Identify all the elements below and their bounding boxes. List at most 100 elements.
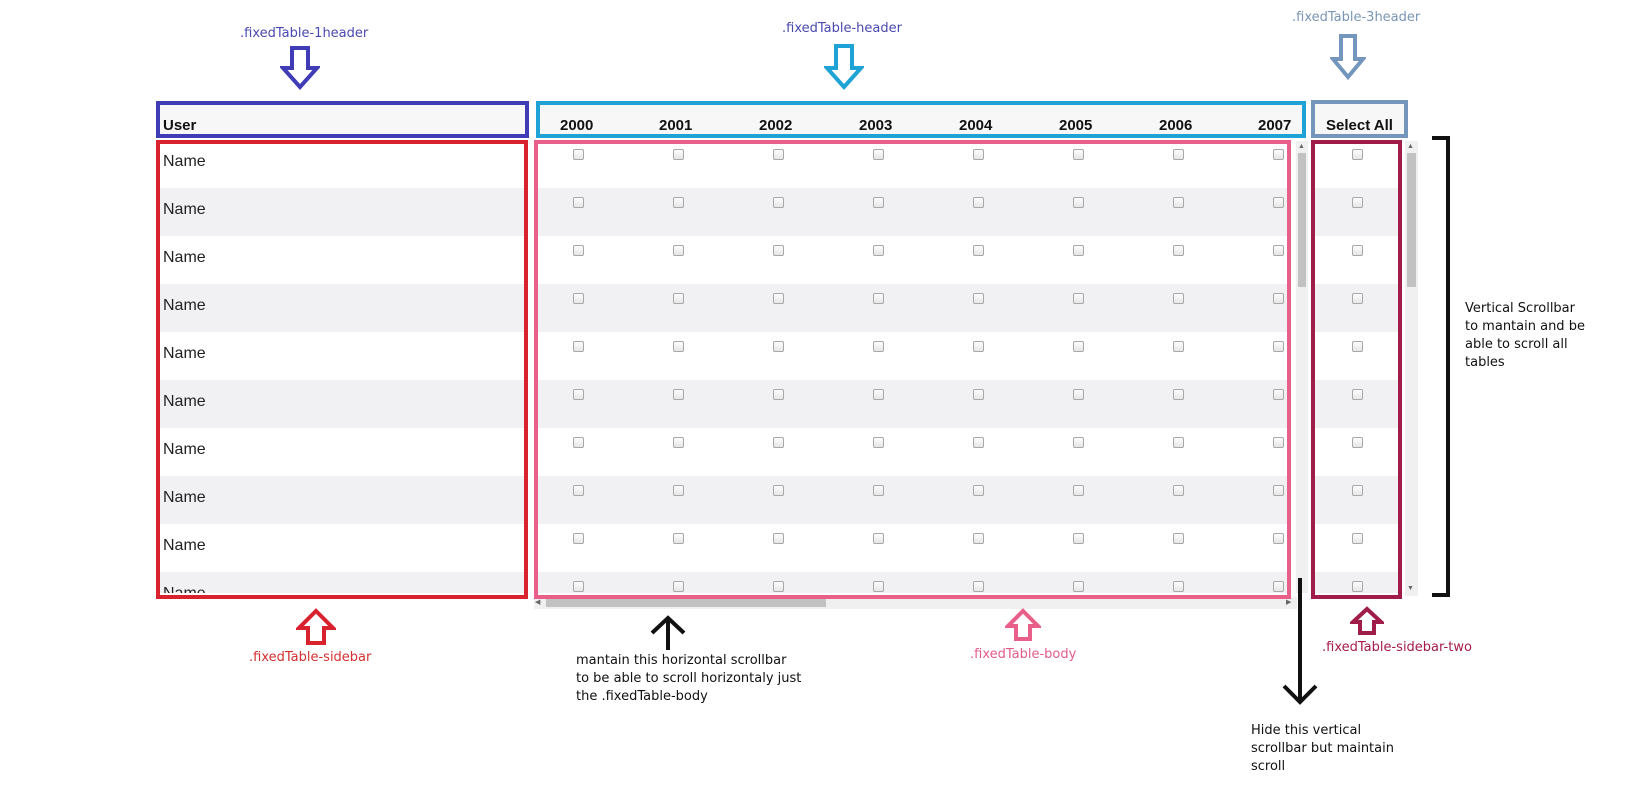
year-checkbox-2001[interactable] bbox=[673, 389, 684, 400]
year-checkbox-2002[interactable] bbox=[773, 485, 784, 496]
year-checkbox-2005[interactable] bbox=[1073, 245, 1084, 256]
select-all-header[interactable]: Select All bbox=[1326, 117, 1393, 134]
year-checkbox-2006[interactable] bbox=[1173, 389, 1184, 400]
year-checkbox-2005[interactable] bbox=[1073, 149, 1084, 160]
select-all-checkbox[interactable] bbox=[1352, 533, 1363, 544]
year-checkbox-2001[interactable] bbox=[673, 149, 684, 160]
year-checkbox-2000[interactable] bbox=[573, 533, 584, 544]
year-checkbox-2000[interactable] bbox=[573, 485, 584, 496]
year-checkbox-2007[interactable] bbox=[1273, 197, 1284, 208]
year-checkbox-2002[interactable] bbox=[773, 533, 784, 544]
year-checkbox-2000[interactable] bbox=[573, 581, 584, 592]
year-header-2006[interactable]: 2006 bbox=[1159, 117, 1193, 134]
year-header-2000[interactable]: 2000 bbox=[560, 117, 594, 134]
year-checkbox-2007[interactable] bbox=[1273, 533, 1284, 544]
year-checkbox-2005[interactable] bbox=[1073, 293, 1084, 304]
year-checkbox-2005[interactable] bbox=[1073, 341, 1084, 352]
year-checkbox-2002[interactable] bbox=[773, 245, 784, 256]
select-all-checkbox[interactable] bbox=[1352, 485, 1363, 496]
select-all-checkbox[interactable] bbox=[1352, 341, 1363, 352]
year-header-2003[interactable]: 2003 bbox=[859, 117, 893, 134]
year-checkbox-2004[interactable] bbox=[973, 149, 984, 160]
year-checkbox-2005[interactable] bbox=[1073, 581, 1084, 592]
year-header-2001[interactable]: 2001 bbox=[659, 117, 693, 134]
year-checkbox-2007[interactable] bbox=[1273, 389, 1284, 400]
select-all-checkbox[interactable] bbox=[1352, 581, 1363, 592]
year-checkbox-2005[interactable] bbox=[1073, 485, 1084, 496]
year-checkbox-2004[interactable] bbox=[973, 197, 984, 208]
year-checkbox-2000[interactable] bbox=[573, 197, 584, 208]
year-checkbox-2007[interactable] bbox=[1273, 245, 1284, 256]
year-checkbox-2001[interactable] bbox=[673, 581, 684, 592]
year-checkbox-2006[interactable] bbox=[1173, 485, 1184, 496]
year-checkbox-2004[interactable] bbox=[973, 293, 984, 304]
year-checkbox-2002[interactable] bbox=[773, 437, 784, 448]
year-checkbox-2004[interactable] bbox=[973, 245, 984, 256]
year-checkbox-2005[interactable] bbox=[1073, 197, 1084, 208]
year-checkbox-2000[interactable] bbox=[573, 293, 584, 304]
year-checkbox-2007[interactable] bbox=[1273, 581, 1284, 592]
year-checkbox-2004[interactable] bbox=[973, 341, 984, 352]
year-checkbox-2003[interactable] bbox=[873, 341, 884, 352]
scroll-up-arrow-icon[interactable]: ▲ bbox=[1298, 143, 1305, 150]
year-checkbox-2001[interactable] bbox=[673, 293, 684, 304]
year-checkbox-2003[interactable] bbox=[873, 485, 884, 496]
year-checkbox-2003[interactable] bbox=[873, 533, 884, 544]
year-checkbox-2003[interactable] bbox=[873, 197, 884, 208]
year-checkbox-2007[interactable] bbox=[1273, 341, 1284, 352]
year-header-2002[interactable]: 2002 bbox=[759, 117, 793, 134]
year-checkbox-2003[interactable] bbox=[873, 149, 884, 160]
year-checkbox-2002[interactable] bbox=[773, 389, 784, 400]
year-checkbox-2000[interactable] bbox=[573, 341, 584, 352]
year-header-2007[interactable]: 2007 bbox=[1258, 117, 1292, 134]
year-checkbox-2001[interactable] bbox=[673, 437, 684, 448]
year-checkbox-2001[interactable] bbox=[673, 197, 684, 208]
year-checkbox-2003[interactable] bbox=[873, 293, 884, 304]
year-checkbox-2002[interactable] bbox=[773, 293, 784, 304]
body-horizontal-scrollbar-thumb[interactable] bbox=[546, 599, 826, 607]
year-header-2004[interactable]: 2004 bbox=[959, 117, 993, 134]
year-checkbox-2004[interactable] bbox=[973, 581, 984, 592]
scroll-down-arrow-icon[interactable]: ▼ bbox=[1407, 585, 1414, 592]
year-checkbox-2003[interactable] bbox=[873, 245, 884, 256]
year-checkbox-2005[interactable] bbox=[1073, 533, 1084, 544]
year-checkbox-2000[interactable] bbox=[573, 437, 584, 448]
year-checkbox-2004[interactable] bbox=[973, 485, 984, 496]
year-checkbox-2000[interactable] bbox=[573, 149, 584, 160]
year-checkbox-2000[interactable] bbox=[573, 245, 584, 256]
year-checkbox-2006[interactable] bbox=[1173, 341, 1184, 352]
year-checkbox-2003[interactable] bbox=[873, 437, 884, 448]
year-checkbox-2006[interactable] bbox=[1173, 149, 1184, 160]
year-checkbox-2003[interactable] bbox=[873, 581, 884, 592]
year-checkbox-2006[interactable] bbox=[1173, 581, 1184, 592]
select-all-checkbox[interactable] bbox=[1352, 389, 1363, 400]
scroll-right-arrow-icon[interactable]: ▶ bbox=[1286, 599, 1292, 606]
year-checkbox-2001[interactable] bbox=[673, 341, 684, 352]
year-checkbox-2002[interactable] bbox=[773, 149, 784, 160]
year-checkbox-2002[interactable] bbox=[773, 341, 784, 352]
select-all-checkbox[interactable] bbox=[1352, 437, 1363, 448]
year-checkbox-2004[interactable] bbox=[973, 533, 984, 544]
user-column-header[interactable]: User bbox=[163, 117, 197, 134]
select-all-checkbox[interactable] bbox=[1352, 245, 1363, 256]
year-checkbox-2000[interactable] bbox=[573, 389, 584, 400]
year-checkbox-2005[interactable] bbox=[1073, 389, 1084, 400]
year-checkbox-2001[interactable] bbox=[673, 485, 684, 496]
year-checkbox-2006[interactable] bbox=[1173, 245, 1184, 256]
year-checkbox-2006[interactable] bbox=[1173, 197, 1184, 208]
scroll-up-arrow-icon[interactable]: ▲ bbox=[1407, 143, 1414, 150]
year-checkbox-2006[interactable] bbox=[1173, 437, 1184, 448]
main-vertical-scrollbar-thumb[interactable] bbox=[1407, 153, 1416, 287]
scroll-left-arrow-icon[interactable]: ◀ bbox=[535, 599, 541, 606]
year-checkbox-2003[interactable] bbox=[873, 389, 884, 400]
year-checkbox-2002[interactable] bbox=[773, 197, 784, 208]
year-checkbox-2007[interactable] bbox=[1273, 437, 1284, 448]
year-checkbox-2001[interactable] bbox=[673, 245, 684, 256]
select-all-checkbox[interactable] bbox=[1352, 293, 1363, 304]
body-vertical-scrollbar-thumb[interactable] bbox=[1298, 153, 1306, 287]
year-checkbox-2006[interactable] bbox=[1173, 533, 1184, 544]
year-checkbox-2006[interactable] bbox=[1173, 293, 1184, 304]
year-checkbox-2007[interactable] bbox=[1273, 485, 1284, 496]
year-checkbox-2007[interactable] bbox=[1273, 293, 1284, 304]
select-all-checkbox[interactable] bbox=[1352, 149, 1363, 160]
